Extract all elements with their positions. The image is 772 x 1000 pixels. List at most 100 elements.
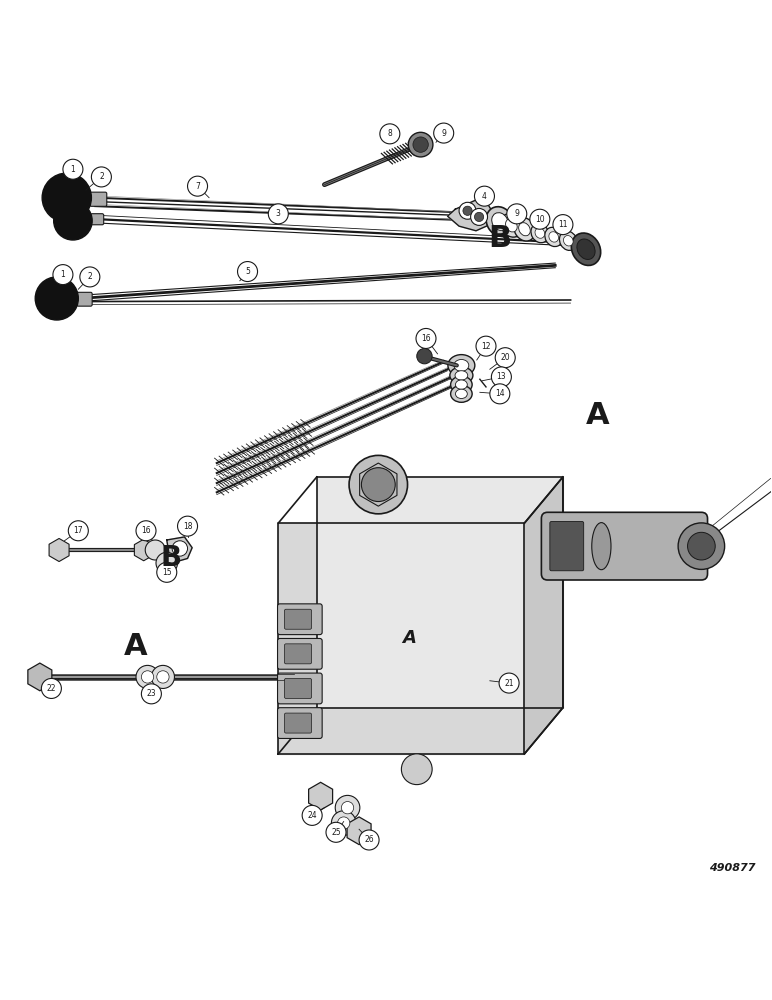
FancyBboxPatch shape [284,678,312,698]
Circle shape [459,202,476,219]
FancyBboxPatch shape [541,512,707,580]
Ellipse shape [492,213,508,230]
Ellipse shape [545,227,563,247]
FancyBboxPatch shape [550,522,584,571]
Ellipse shape [455,380,467,389]
FancyBboxPatch shape [278,604,322,635]
Circle shape [335,795,360,820]
Text: 5: 5 [245,267,250,276]
Circle shape [495,348,515,368]
Text: 23: 23 [147,689,156,698]
Text: 11: 11 [558,220,567,229]
Ellipse shape [486,207,513,236]
Text: 16: 16 [141,526,151,535]
Circle shape [157,562,177,582]
Ellipse shape [501,214,522,237]
Circle shape [145,540,165,560]
Circle shape [475,186,494,206]
Ellipse shape [535,228,545,238]
Ellipse shape [549,232,558,242]
Ellipse shape [450,367,473,384]
Text: 12: 12 [481,342,491,351]
Ellipse shape [564,236,573,246]
Circle shape [157,671,169,683]
Text: 16: 16 [422,334,431,343]
Polygon shape [448,200,493,231]
Text: 1: 1 [70,165,76,174]
Circle shape [42,678,62,698]
Circle shape [36,277,78,320]
Circle shape [359,830,379,850]
Text: 21: 21 [504,679,514,688]
Ellipse shape [455,371,468,380]
Circle shape [506,204,527,224]
Text: 2: 2 [99,172,103,181]
Text: 3: 3 [276,209,281,218]
Circle shape [492,367,511,387]
Circle shape [136,665,159,688]
Circle shape [417,348,432,364]
Ellipse shape [531,223,549,243]
Ellipse shape [592,523,611,570]
Text: 1: 1 [60,270,66,279]
FancyBboxPatch shape [278,638,322,669]
Text: 4: 4 [482,192,487,201]
Ellipse shape [514,217,535,241]
FancyBboxPatch shape [278,673,322,704]
Text: 13: 13 [496,372,506,381]
Circle shape [341,802,354,814]
Circle shape [678,523,725,569]
Ellipse shape [506,219,517,232]
Circle shape [42,173,91,222]
Circle shape [302,805,322,825]
Circle shape [54,202,92,240]
Circle shape [413,137,428,152]
Circle shape [476,336,496,356]
FancyBboxPatch shape [90,214,103,225]
Text: A: A [586,401,609,430]
Circle shape [151,665,174,688]
Circle shape [53,265,73,285]
Circle shape [688,532,715,560]
Text: 20: 20 [500,353,510,362]
Circle shape [188,176,208,196]
Text: B: B [160,544,181,572]
Circle shape [475,212,484,222]
Ellipse shape [451,385,472,402]
Text: 14: 14 [495,389,505,398]
Circle shape [178,516,198,536]
Text: 9: 9 [514,209,520,218]
Text: 2: 2 [87,272,92,281]
Text: 17: 17 [73,526,83,535]
Circle shape [326,822,346,842]
Ellipse shape [560,231,577,250]
Ellipse shape [455,389,467,399]
FancyBboxPatch shape [284,644,312,664]
Ellipse shape [577,239,595,259]
Ellipse shape [448,355,475,376]
Text: 26: 26 [364,835,374,844]
Circle shape [530,209,550,229]
Ellipse shape [571,233,601,265]
Circle shape [63,159,83,179]
FancyBboxPatch shape [76,292,92,306]
Ellipse shape [519,223,530,236]
Ellipse shape [451,376,472,393]
Circle shape [91,167,111,187]
Circle shape [361,468,395,502]
Ellipse shape [454,359,469,371]
FancyBboxPatch shape [278,708,322,738]
Text: 7: 7 [195,182,200,191]
FancyBboxPatch shape [90,192,107,206]
Text: 25: 25 [331,828,340,837]
Polygon shape [279,523,524,754]
Text: 10: 10 [535,215,545,224]
Circle shape [490,384,510,404]
Circle shape [337,817,350,829]
Circle shape [80,267,100,287]
Circle shape [156,552,178,574]
Circle shape [172,541,188,556]
FancyBboxPatch shape [284,713,312,733]
Text: A: A [402,629,416,647]
Text: 24: 24 [307,811,317,820]
